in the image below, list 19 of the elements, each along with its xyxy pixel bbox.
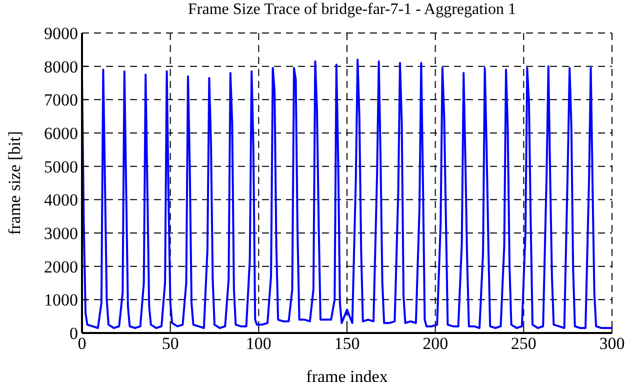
- x-axis-title: frame index: [306, 367, 388, 382]
- chart-title: Frame Size Trace of bridge-far-7-1 - Aggregation 1: [186, 1, 518, 19]
- x-tick-label: 250: [510, 334, 536, 354]
- y-axis-title: frame size [bit]: [5, 131, 24, 235]
- y-tick-label: 5000: [44, 157, 78, 176]
- y-tick-label: 3000: [44, 224, 78, 244]
- x-tick-label: 50: [162, 334, 179, 354]
- y-tick-label: 8000: [44, 57, 78, 76]
- x-tick-label: 150: [334, 334, 360, 354]
- x-tick-label: 200: [422, 334, 448, 354]
- y-tick-label: 4000: [44, 190, 78, 210]
- y-tick-label: 6000: [44, 124, 78, 144]
- y-tick-label: 1000: [44, 290, 78, 310]
- line-series: [82, 58, 612, 329]
- y-tick-label: 2000: [44, 257, 78, 276]
- x-tick-label: 300: [599, 334, 625, 354]
- y-tick-label: 7000: [44, 90, 78, 110]
- y-tick-label: 9000: [44, 24, 78, 44]
- x-tick-label: 100: [246, 334, 272, 354]
